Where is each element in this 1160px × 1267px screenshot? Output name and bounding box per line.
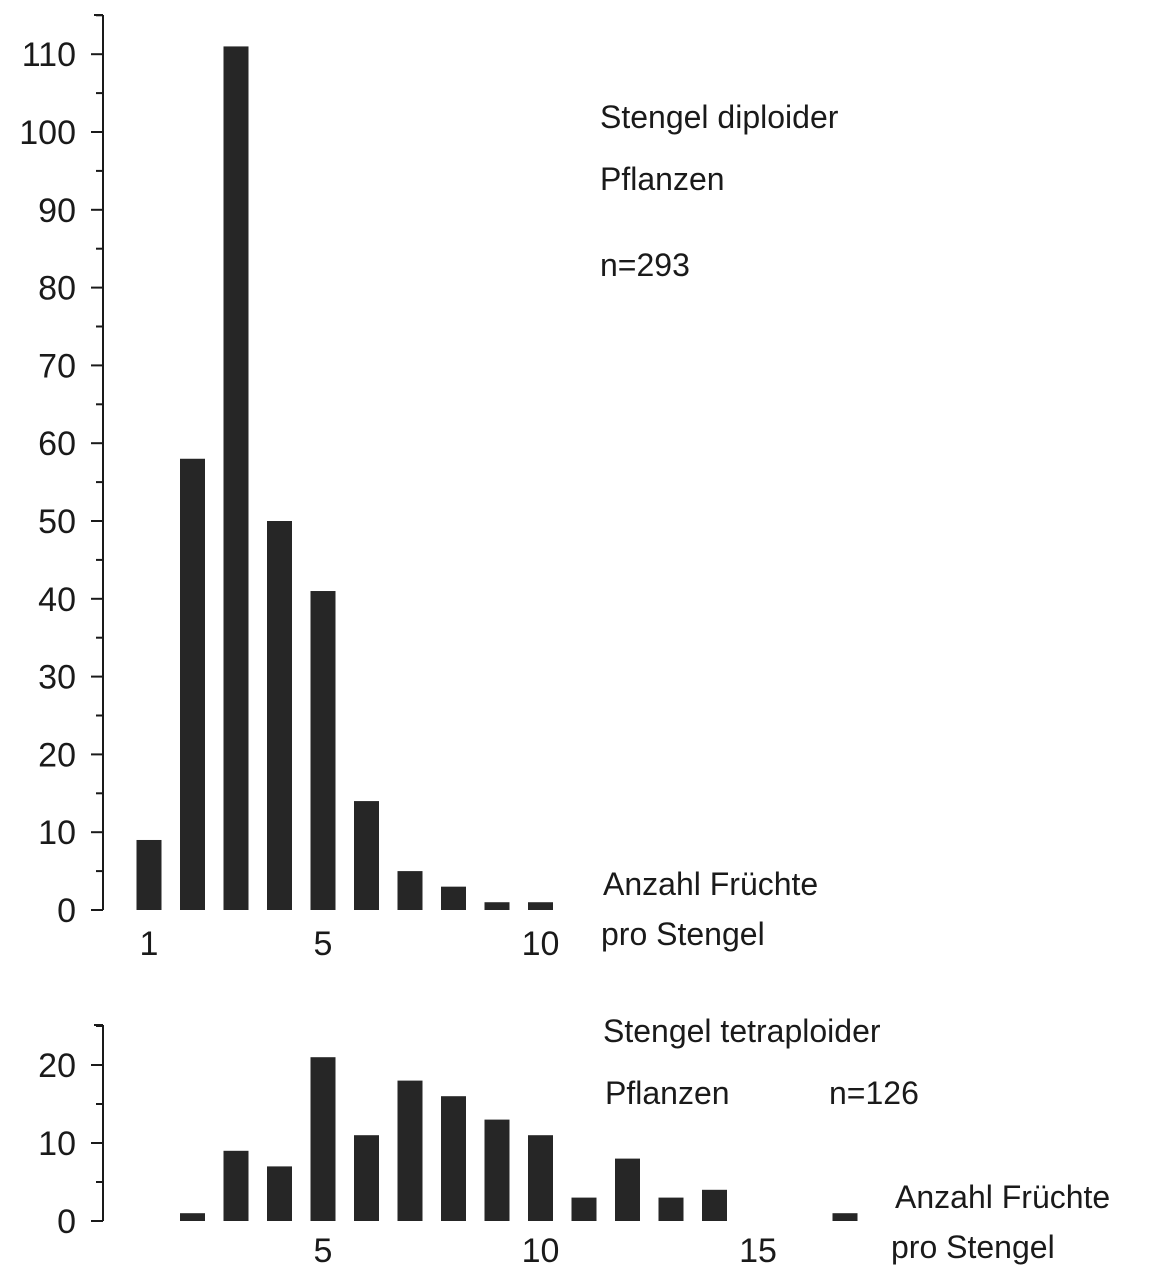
tetraploid-x-tick-label: 10 [522,1232,560,1267]
tetraploid-y-ticks: 0 10 20 [38,1024,103,1241]
diploid-bar [136,839,162,910]
tetraploid-bar [702,1189,727,1221]
diploid-title-line-1: Stengel diploider [600,99,839,135]
tetraploid-bar [180,1213,205,1221]
tetraploid-y-tick-label: 0 [57,1203,76,1241]
tetraploid-x-tick-label: 15 [739,1232,777,1267]
tetraploid-bar [310,1057,336,1221]
tetraploid-bar [354,1135,379,1221]
tetraploid-bar [528,1135,553,1221]
diploid-bar [397,871,423,910]
diploid-y-tick-label: 30 [38,659,76,697]
diploid-x-label-line-2: pro Stengel [601,916,765,952]
diploid-bar [484,902,510,910]
tetraploid-bar [571,1197,597,1221]
tetraploid-n-label: n=126 [829,1075,919,1111]
diploid-y-tick-label: 70 [38,347,76,385]
diploid-y-ticks: 0 10 20 30 40 50 60 70 80 90 100 110 [19,14,103,930]
tetraploid-y-tick-label: 10 [38,1125,76,1163]
diploid-bar [441,886,466,910]
tetraploid-bars [180,1057,858,1221]
diploid-x-tick-label: 10 [522,925,560,963]
tetraploid-bar [658,1197,684,1221]
tetraploid-x-label-line-1: Anzahl Früchte [895,1179,1110,1215]
chart-tetraploid: 0 10 20 5 10 15 Stengel tetraploider Pflanze… [38,1013,1110,1267]
tetraploid-bar [267,1166,292,1221]
diploid-bar [528,902,553,910]
tetraploid-title-line-1: Stengel tetraploider [603,1013,881,1049]
diploid-bars [136,46,553,911]
diploid-x-label-line-1: Anzahl Früchte [603,866,818,902]
tetraploid-bar [441,1096,466,1221]
diploid-bar [180,458,205,910]
tetraploid-bar [397,1080,423,1221]
diploid-y-tick-label: 90 [38,192,76,230]
tetraploid-bar [484,1119,510,1221]
tetraploid-x-tick-label: 5 [314,1232,333,1267]
diploid-y-tick-label: 10 [38,814,76,852]
diploid-x-ticks: 1 5 10 [140,925,560,963]
diploid-y-tick-label: 80 [38,270,76,308]
diploid-title-line-2: Pflanzen [600,161,725,197]
tetraploid-x-label-line-2: pro Stengel [891,1229,1055,1265]
tetraploid-bar [615,1158,640,1221]
diploid-y-tick-label: 0 [57,892,76,930]
diploid-y-tick-label: 20 [38,736,76,774]
diploid-y-tick-label: 100 [19,114,76,152]
diploid-bar [223,46,249,911]
diploid-x-tick-label: 5 [314,925,333,963]
diploid-bar [354,801,379,910]
tetraploid-x-ticks: 5 10 15 [314,1232,777,1267]
diploid-y-tick-label: 50 [38,503,76,541]
diploid-n-label: n=293 [600,247,690,283]
diploid-bar [267,521,292,910]
diploid-x-tick-label: 1 [140,925,159,963]
diploid-bar [310,591,336,910]
tetraploid-y-tick-label: 20 [38,1047,76,1085]
tetraploid-bar [223,1150,249,1221]
tetraploid-title-line-2: Pflanzen [605,1075,730,1111]
diploid-y-tick-label: 40 [38,581,76,619]
diploid-y-tick-label: 110 [22,36,76,74]
diploid-y-tick-label: 60 [38,425,76,463]
tetraploid-bar [832,1213,858,1221]
